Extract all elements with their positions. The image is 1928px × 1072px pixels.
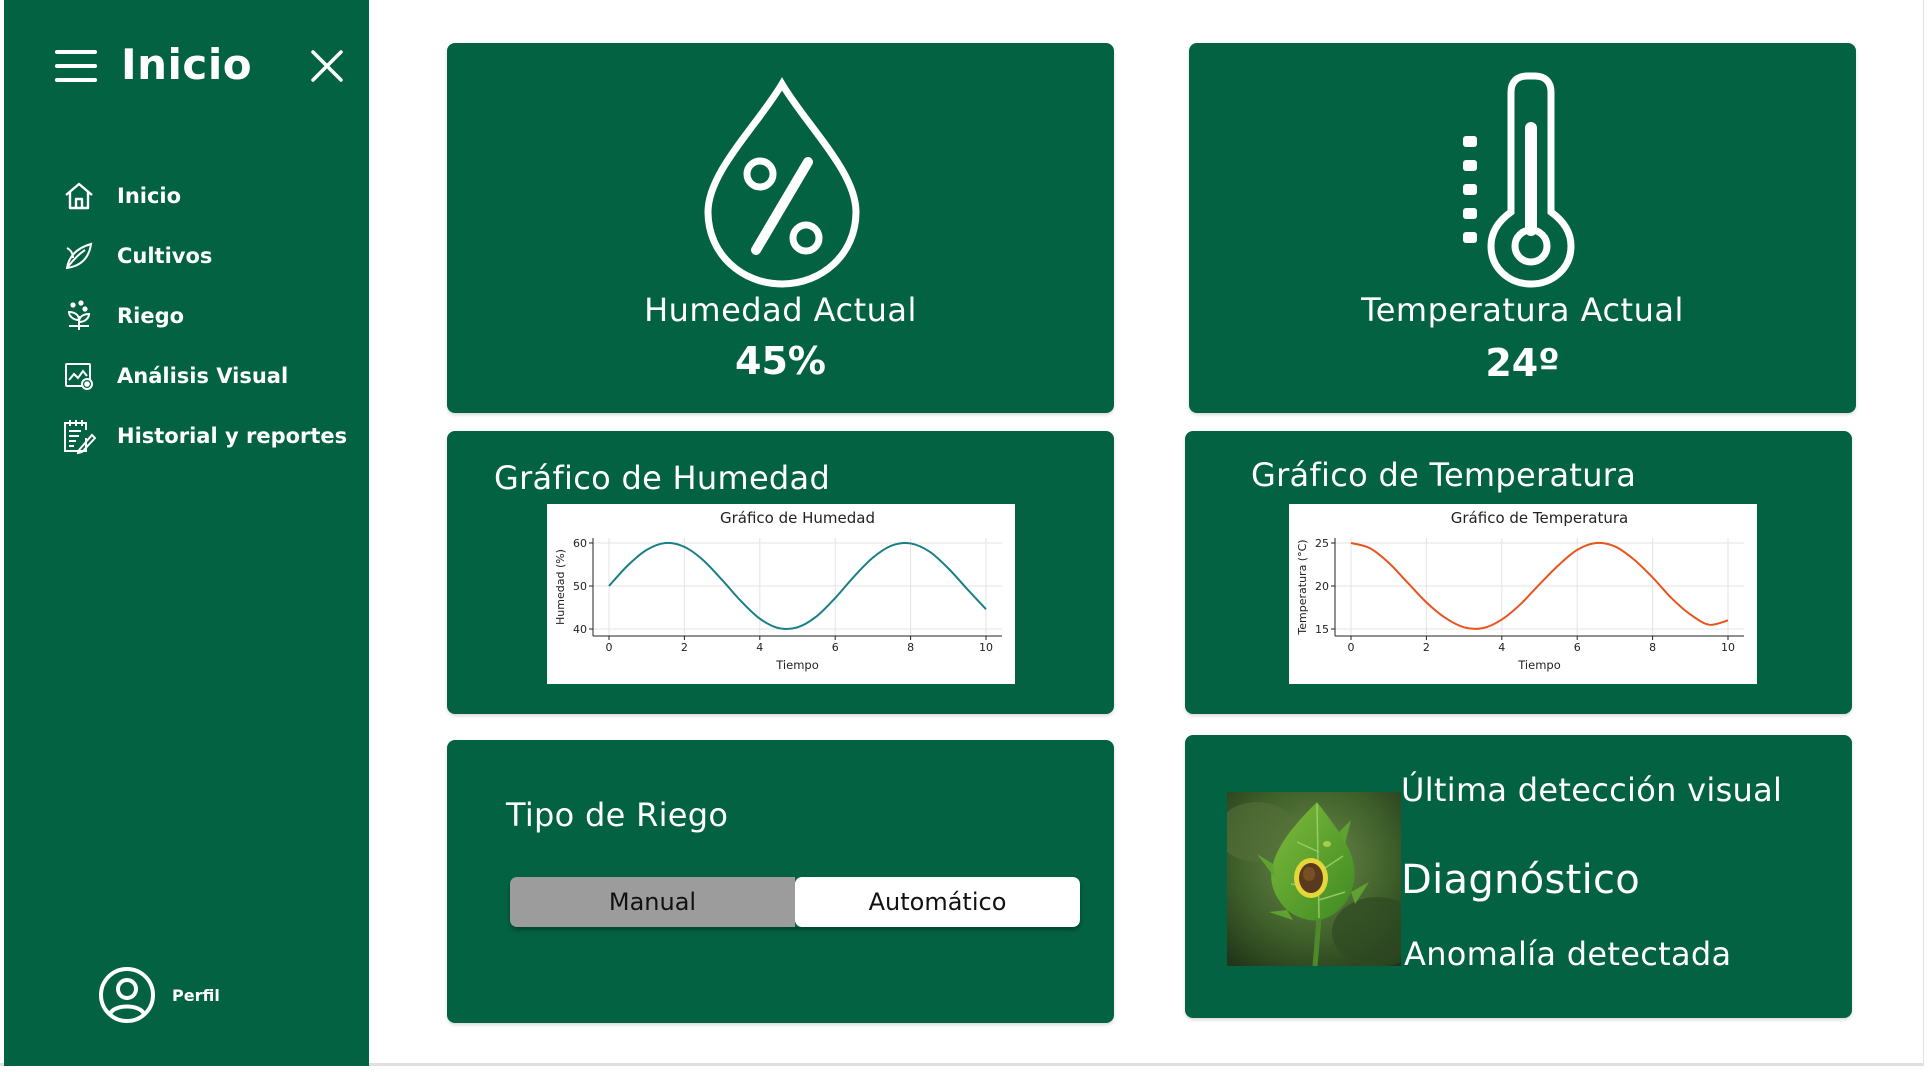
thermometer-icon (1463, 72, 1575, 288)
series-line (1350, 541, 1729, 630)
humidity-label: Humedad Actual (644, 291, 917, 329)
humidity-value: 45% (735, 339, 826, 383)
x-tick-label: 10 (1721, 641, 1735, 654)
sprout-water-icon (61, 298, 97, 334)
humidity-card: Humedad Actual 45% (447, 43, 1114, 413)
sidebar: Inicio Inicio Cultivos (4, 0, 369, 1066)
x-tick-label: 6 (1574, 641, 1581, 654)
y-tick-label: 25 (1315, 537, 1329, 550)
sidebar-item-label: Historial y reportes (117, 424, 348, 448)
chart-title: Gráfico de Temperatura (1451, 509, 1628, 527)
diagnosis-title: Diagnóstico (1401, 857, 1641, 903)
close-icon[interactable] (309, 48, 345, 84)
x-axis-label: Tiempo (1517, 658, 1560, 672)
x-tick-label: 0 (606, 641, 613, 654)
diagnosis-card: Última detección visual Diagnóstico Anom… (1185, 735, 1852, 1018)
irrigation-option-manual[interactable]: Manual (510, 877, 795, 927)
irrigation-option-automatic[interactable]: Automático (795, 877, 1080, 927)
humidity-drop-icon (704, 77, 860, 288)
temperature-card: Temperatura Actual 24º (1189, 43, 1856, 413)
temperature-chart-card: Gráfico de Temperatura Gráfico de Temper… (1185, 431, 1852, 714)
temperature-chart-card-title: Gráfico de Temperatura (1251, 456, 1637, 494)
sidebar-nav: Inicio Cultivos Riego (61, 166, 347, 466)
y-tick-label: 50 (573, 580, 587, 593)
y-tick-label: 40 (573, 623, 587, 636)
x-tick-label: 8 (907, 641, 914, 654)
y-tick-label: 15 (1315, 623, 1329, 636)
sidebar-item-label: Análisis Visual (117, 364, 289, 388)
profile-link[interactable]: Perfil (98, 966, 220, 1024)
sidebar-title: Inicio (121, 40, 253, 89)
x-tick-label: 4 (1498, 641, 1505, 654)
humidity-chart-card: Gráfico de Humedad Gráfico de Humedad 0 2 4… (447, 431, 1114, 714)
temperature-label: Temperatura Actual (1361, 291, 1684, 329)
sidebar-item-label: Riego (117, 304, 185, 328)
x-tick-label: 4 (756, 641, 763, 654)
chart-title: Gráfico de Humedad (720, 509, 875, 527)
temperature-chart: Gráfico de Temperatura 0 2 4 6 8 10 15 20 25 Tiemp… (1289, 504, 1757, 684)
x-tick-label: 0 (1348, 641, 1355, 654)
x-tick-label: 10 (979, 641, 993, 654)
irrigation-title: Tipo de Riego (506, 796, 729, 834)
hamburger-menu-icon[interactable] (55, 50, 97, 82)
temperature-value: 24º (1485, 341, 1560, 385)
x-tick-label: 2 (1423, 641, 1430, 654)
sidebar-item-cultivos[interactable]: Cultivos (61, 226, 347, 286)
tomato-leaf-photo (1227, 792, 1401, 966)
y-axis-label: Temperatura (°C) (1296, 539, 1309, 635)
diagnosis-result: Anomalía detectada (1404, 935, 1732, 973)
diagnosis-heading: Última detección visual (1401, 771, 1783, 809)
user-avatar-icon (99, 967, 155, 1023)
home-icon (61, 178, 97, 214)
x-tick-label: 6 (832, 641, 839, 654)
x-axis-label: Tiempo (775, 658, 818, 672)
sidebar-item-riego[interactable]: Riego (61, 286, 347, 346)
y-tick-label: 20 (1315, 580, 1329, 593)
x-tick-label: 8 (1649, 641, 1656, 654)
leaf-icon (61, 238, 97, 274)
irrigation-type-toggle[interactable]: Manual Automático (510, 877, 1080, 927)
y-tick-label: 60 (573, 537, 587, 550)
irrigation-card: Tipo de Riego Manual Automático (447, 740, 1114, 1023)
sidebar-item-analisis-visual[interactable]: Análisis Visual (61, 346, 347, 406)
sidebar-item-inicio[interactable]: Inicio (61, 166, 347, 226)
sidebar-item-label: Inicio (117, 184, 182, 208)
sidebar-item-label: Cultivos (117, 244, 213, 268)
humidity-chart-card-title: Gráfico de Humedad (494, 459, 831, 497)
profile-label: Perfil (172, 985, 220, 1005)
series-line (608, 541, 987, 631)
x-tick-label: 2 (681, 641, 688, 654)
report-icon (61, 418, 97, 454)
y-axis-label: Humedad (%) (554, 549, 567, 625)
image-analysis-icon (61, 358, 97, 394)
sidebar-item-historial[interactable]: Historial y reportes (61, 406, 347, 466)
humidity-chart: Gráfico de Humedad 0 2 4 6 8 10 40 50 60 Tiempo Hum… (547, 504, 1015, 684)
